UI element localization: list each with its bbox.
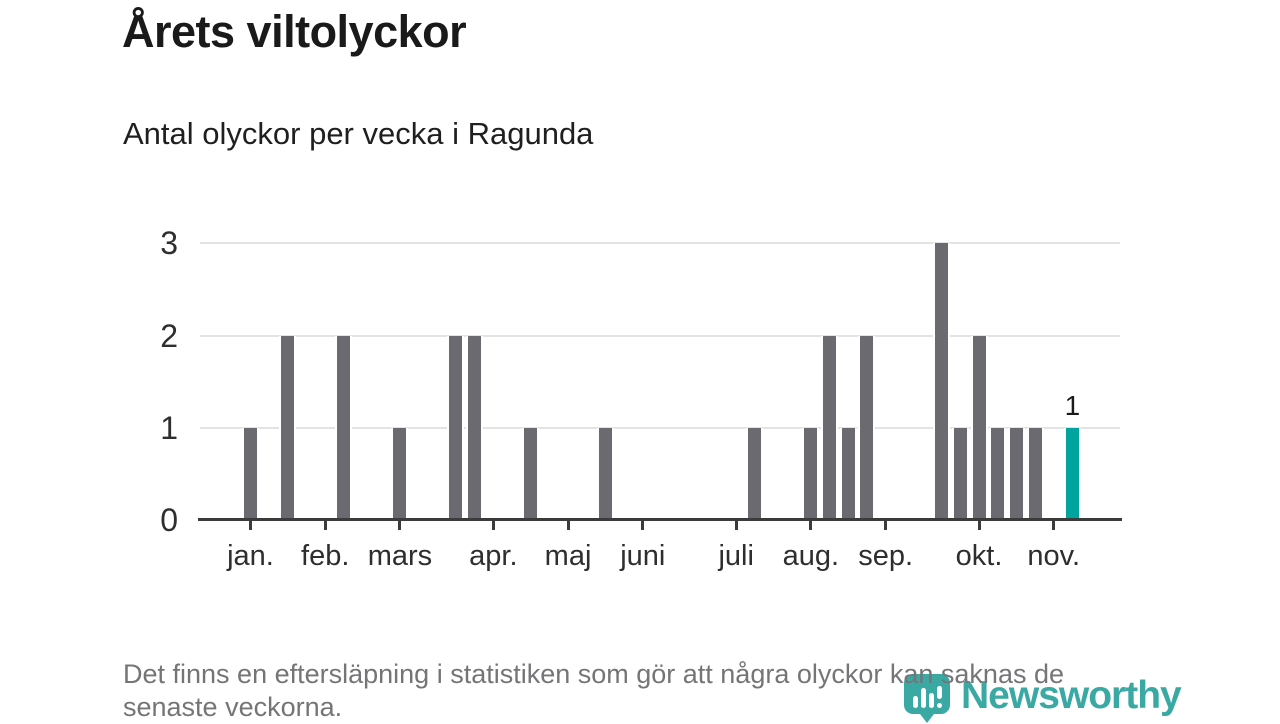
month-tick: [884, 521, 888, 530]
y-axis-label: 1: [160, 409, 178, 446]
newsworthy-logo: Newsworthy: [903, 673, 1182, 723]
bar: [1026, 427, 1044, 520]
month-tick: [249, 521, 252, 530]
bar: [746, 427, 764, 520]
gridline: [200, 426, 1120, 429]
bar: [858, 335, 876, 520]
x-axis-label: nov.: [1027, 540, 1081, 572]
month-tick: [641, 521, 645, 530]
x-axis-label: mars: [367, 540, 433, 572]
bar: [391, 427, 409, 520]
bar: [596, 427, 614, 520]
newsworthy-pin-icon: [904, 674, 950, 723]
bar: [1007, 427, 1025, 520]
bar: [335, 335, 353, 520]
newsworthy-wordmark: Newsworthy: [961, 674, 1182, 717]
x-axis-label: maj: [544, 540, 592, 572]
month-tick: [977, 521, 981, 530]
chart-title: Årets viltolyckor: [122, 6, 467, 57]
bar: [802, 427, 820, 520]
footnote: Det finns en eftersläpning i statistiken…: [123, 659, 1064, 722]
x-axis-line: [198, 518, 1122, 521]
x-axis-label: juli: [718, 540, 754, 572]
x-axis-label: aug.: [782, 540, 840, 572]
bar: [279, 335, 297, 520]
y-axis-label: 2: [160, 317, 178, 354]
x-axis-label: jan.: [227, 540, 274, 572]
x-axis-label: feb.: [301, 540, 350, 572]
bar: [522, 427, 540, 520]
month-tick: [1052, 521, 1056, 530]
bar: [447, 335, 465, 520]
bar: [466, 335, 484, 520]
y-axis-label: 3: [160, 225, 178, 262]
x-axis-label: juni: [620, 540, 666, 572]
month-tick: [809, 521, 813, 530]
bar: [989, 427, 1007, 520]
y-axis-label: 0: [160, 502, 178, 538]
x-axis-label: okt.: [955, 540, 1003, 572]
x-axis-label: sep.: [858, 540, 914, 572]
month-tick: [398, 521, 402, 530]
highlighted-bar: [1063, 427, 1081, 520]
bar: [970, 335, 988, 520]
bar: [951, 427, 969, 520]
bar-value-label: 1: [1064, 389, 1081, 421]
bar: [839, 427, 857, 520]
month-tick: [734, 521, 738, 530]
x-axis-label: apr.: [469, 540, 518, 572]
gridline: [200, 334, 1120, 337]
bar: [933, 243, 951, 520]
month-tick: [566, 521, 570, 530]
bar: [242, 427, 259, 520]
month-tick: [323, 521, 327, 530]
gridline: [200, 242, 1120, 245]
month-tick: [491, 521, 495, 530]
bar: [821, 335, 839, 520]
chart-subtitle: Antal olyckor per vecka i Ragunda: [123, 116, 594, 151]
